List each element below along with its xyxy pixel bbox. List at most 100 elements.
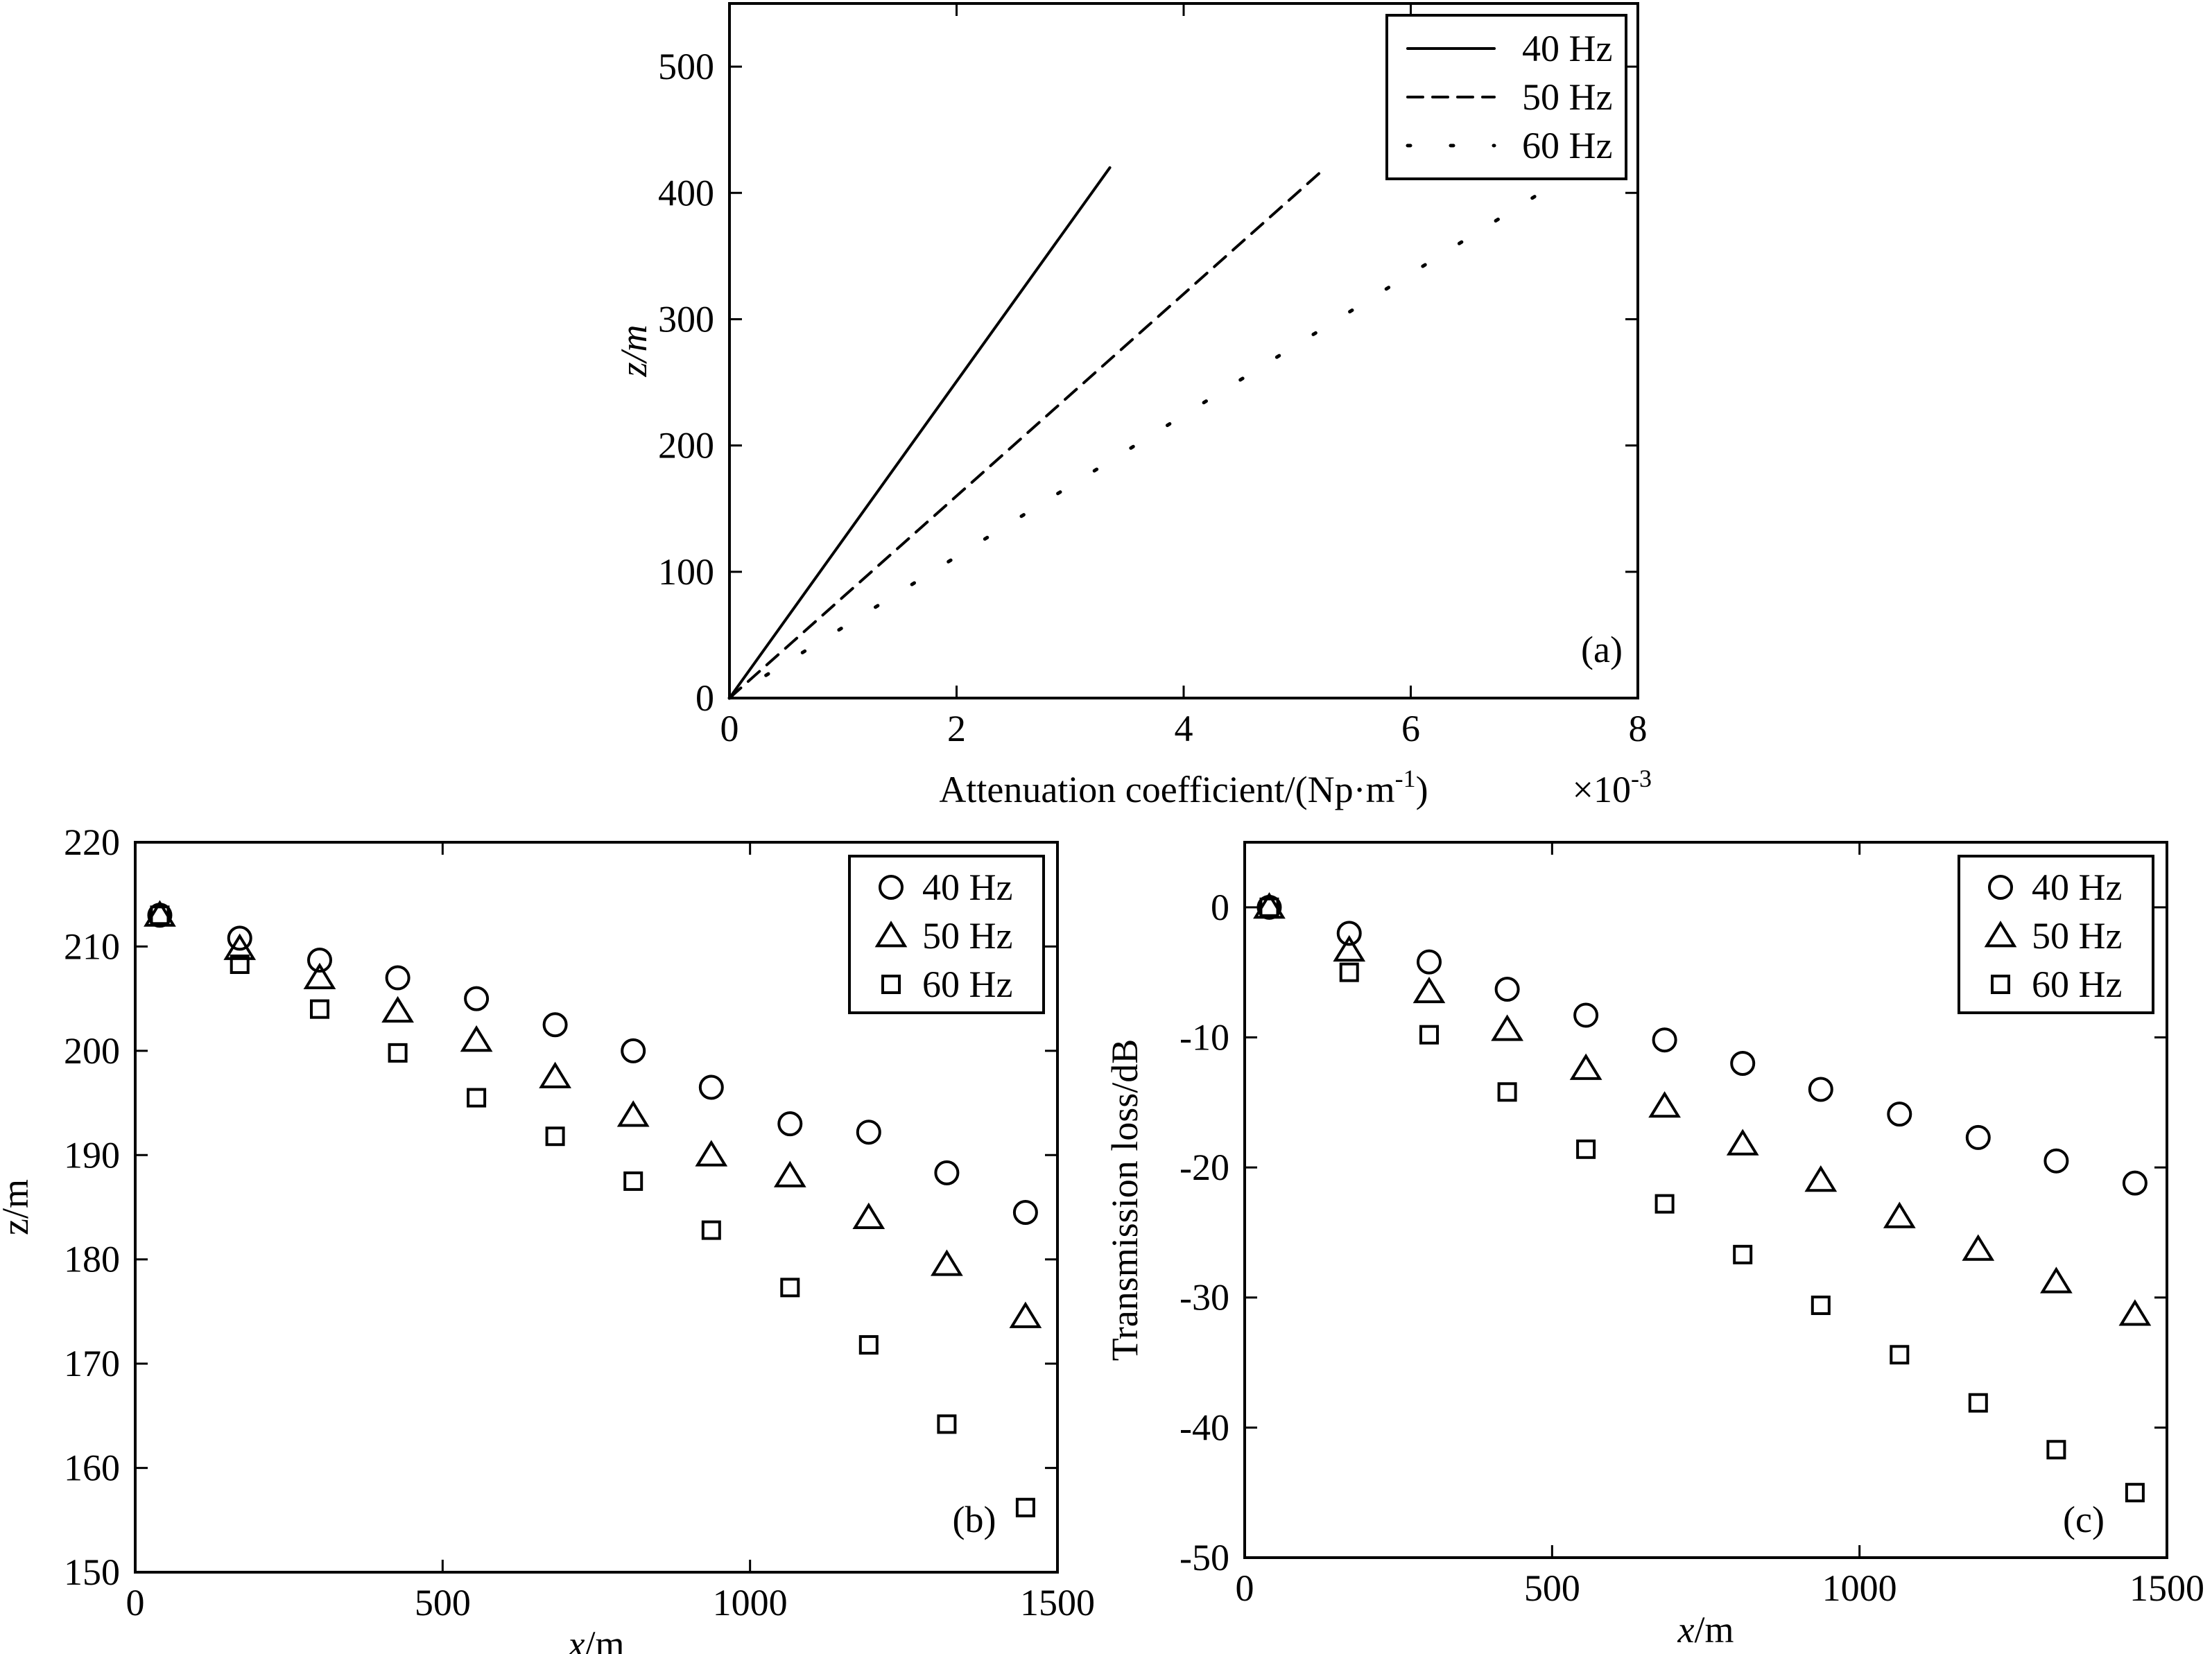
x-tick-label: 4 xyxy=(1175,708,1193,749)
data-point xyxy=(780,1278,800,1298)
x-axis-label: x/m xyxy=(1677,1609,1734,1651)
x-axis-label-text: Attenuation coefficient/(Np·m xyxy=(939,769,1394,810)
data-point xyxy=(307,947,332,973)
data-point xyxy=(1339,962,1359,982)
data-point xyxy=(621,1038,646,1063)
data-point xyxy=(701,1220,721,1240)
x-tick-label: 0 xyxy=(126,1582,145,1623)
panel-c-chart: 0 500 1000 1500 -50 -40 -30 -20 -10 0 (c) x/m Transm… xyxy=(1104,841,2204,1651)
data-point xyxy=(1253,891,1286,919)
data-point xyxy=(303,962,336,989)
x-axis-label-var: x xyxy=(1677,1609,1695,1651)
legend-label: 50 Hz xyxy=(2032,915,2122,957)
x-tick-label: 1000 xyxy=(713,1582,788,1623)
data-point xyxy=(1808,1077,1833,1102)
data-point xyxy=(1012,1200,1038,1226)
y-tick-label: 0 xyxy=(1211,887,1229,928)
data-point xyxy=(310,999,329,1019)
data-point xyxy=(1419,1025,1439,1045)
panel-tag: (c) xyxy=(2063,1499,2105,1540)
data-point xyxy=(1569,1053,1602,1080)
legend-label: 50 Hz xyxy=(922,915,1012,957)
x-axis-label: Attenuation coefficient/(Np·m-1) xyxy=(939,765,1428,810)
data-point xyxy=(858,1335,879,1355)
legend-marker xyxy=(1991,975,2010,994)
data-point xyxy=(1494,977,1520,1002)
panel-tag: (b) xyxy=(953,1499,996,1540)
x-axis-label-unit: /m xyxy=(585,1623,624,1654)
data-point xyxy=(1811,1295,1831,1315)
y-tick-label: -30 xyxy=(1180,1277,1229,1318)
legend-label: 40 Hz xyxy=(922,867,1012,908)
legend-label: 40 Hz xyxy=(1522,28,1612,69)
data-point xyxy=(698,1074,724,1100)
y-tick-label: 200 xyxy=(64,1030,120,1072)
data-point xyxy=(1733,1244,1753,1264)
x-tick-label: 1500 xyxy=(2129,1567,2204,1609)
y-tick-label: 190 xyxy=(64,1134,120,1176)
y-tick-label: 210 xyxy=(64,925,120,967)
x-axis-label-end: ) xyxy=(1416,769,1428,810)
series-60-hz xyxy=(1259,897,2145,1503)
x-tick-label: 6 xyxy=(1401,708,1420,749)
axis-multiplier-exp: -3 xyxy=(1631,765,1652,792)
plot-frame xyxy=(1243,841,2168,1559)
data-point xyxy=(1497,1082,1517,1102)
data-point xyxy=(1883,1201,1916,1228)
series-line-50-hz xyxy=(728,166,1327,699)
data-point xyxy=(695,1140,728,1167)
y-tick-label: 300 xyxy=(658,298,714,340)
data-point xyxy=(1417,949,1442,975)
data-point xyxy=(1009,1301,1042,1328)
axis-multiplier: ×10-3 xyxy=(1573,765,1652,810)
legend-label: 60 Hz xyxy=(922,964,1012,1005)
legend-box xyxy=(1385,14,1627,180)
panel-tag: (a) xyxy=(1581,629,1623,670)
data-point xyxy=(2046,1440,2066,1460)
plot-frame xyxy=(134,841,1059,1574)
y-axis-label: z/m xyxy=(613,324,655,377)
data-point xyxy=(931,1249,963,1276)
y-tick-label: 200 xyxy=(658,425,714,467)
data-point xyxy=(1887,1102,1912,1127)
x-axis-label-sup: -1 xyxy=(1395,765,1416,792)
data-point xyxy=(1259,897,1279,917)
data-point xyxy=(1333,934,1366,962)
data-point xyxy=(464,986,490,1011)
data-point xyxy=(144,900,176,927)
legend-marker xyxy=(881,975,901,994)
data-point xyxy=(1648,1091,1681,1118)
data-point xyxy=(2118,1299,2152,1326)
x-axis-label: x/m xyxy=(568,1623,625,1654)
y-axis-label: Transmission loss/dB xyxy=(1104,1039,1146,1361)
legend-marker xyxy=(879,875,904,900)
axis-multiplier-base: ×10 xyxy=(1573,769,1631,810)
series-50-hz xyxy=(1253,891,2152,1326)
legend-label: 50 Hz xyxy=(1522,76,1612,118)
x-axis-label-unit: /m xyxy=(1694,1609,1734,1651)
data-point xyxy=(230,955,250,975)
legend-label: 40 Hz xyxy=(2032,867,2122,908)
data-point xyxy=(1726,1129,1759,1156)
data-point xyxy=(467,1088,487,1108)
data-point xyxy=(623,1171,643,1191)
y-tick-label: 400 xyxy=(658,172,714,214)
legend-marker xyxy=(1988,875,2013,900)
data-point xyxy=(223,933,257,960)
x-tick-label: 500 xyxy=(1524,1567,1580,1609)
x-tick-label: 0 xyxy=(720,708,739,749)
data-point xyxy=(388,1043,408,1063)
y-tick-label: -20 xyxy=(1180,1147,1229,1188)
data-point xyxy=(2040,1266,2073,1294)
data-point xyxy=(1412,976,1446,1004)
series-40-hz xyxy=(147,903,1038,1226)
x-tick-label: 500 xyxy=(415,1582,471,1623)
data-point xyxy=(1491,1014,1523,1041)
data-point xyxy=(1336,921,1362,946)
data-point xyxy=(2043,1148,2069,1174)
legend-label: 60 Hz xyxy=(2032,964,2122,1005)
data-point xyxy=(385,965,411,991)
panel-a-chart: 0 2 4 6 8 0 100 200 300 400 500 (a) Attenuation coef… xyxy=(613,2,1652,810)
data-point xyxy=(545,1126,565,1147)
y-tick-label: 160 xyxy=(64,1447,120,1489)
